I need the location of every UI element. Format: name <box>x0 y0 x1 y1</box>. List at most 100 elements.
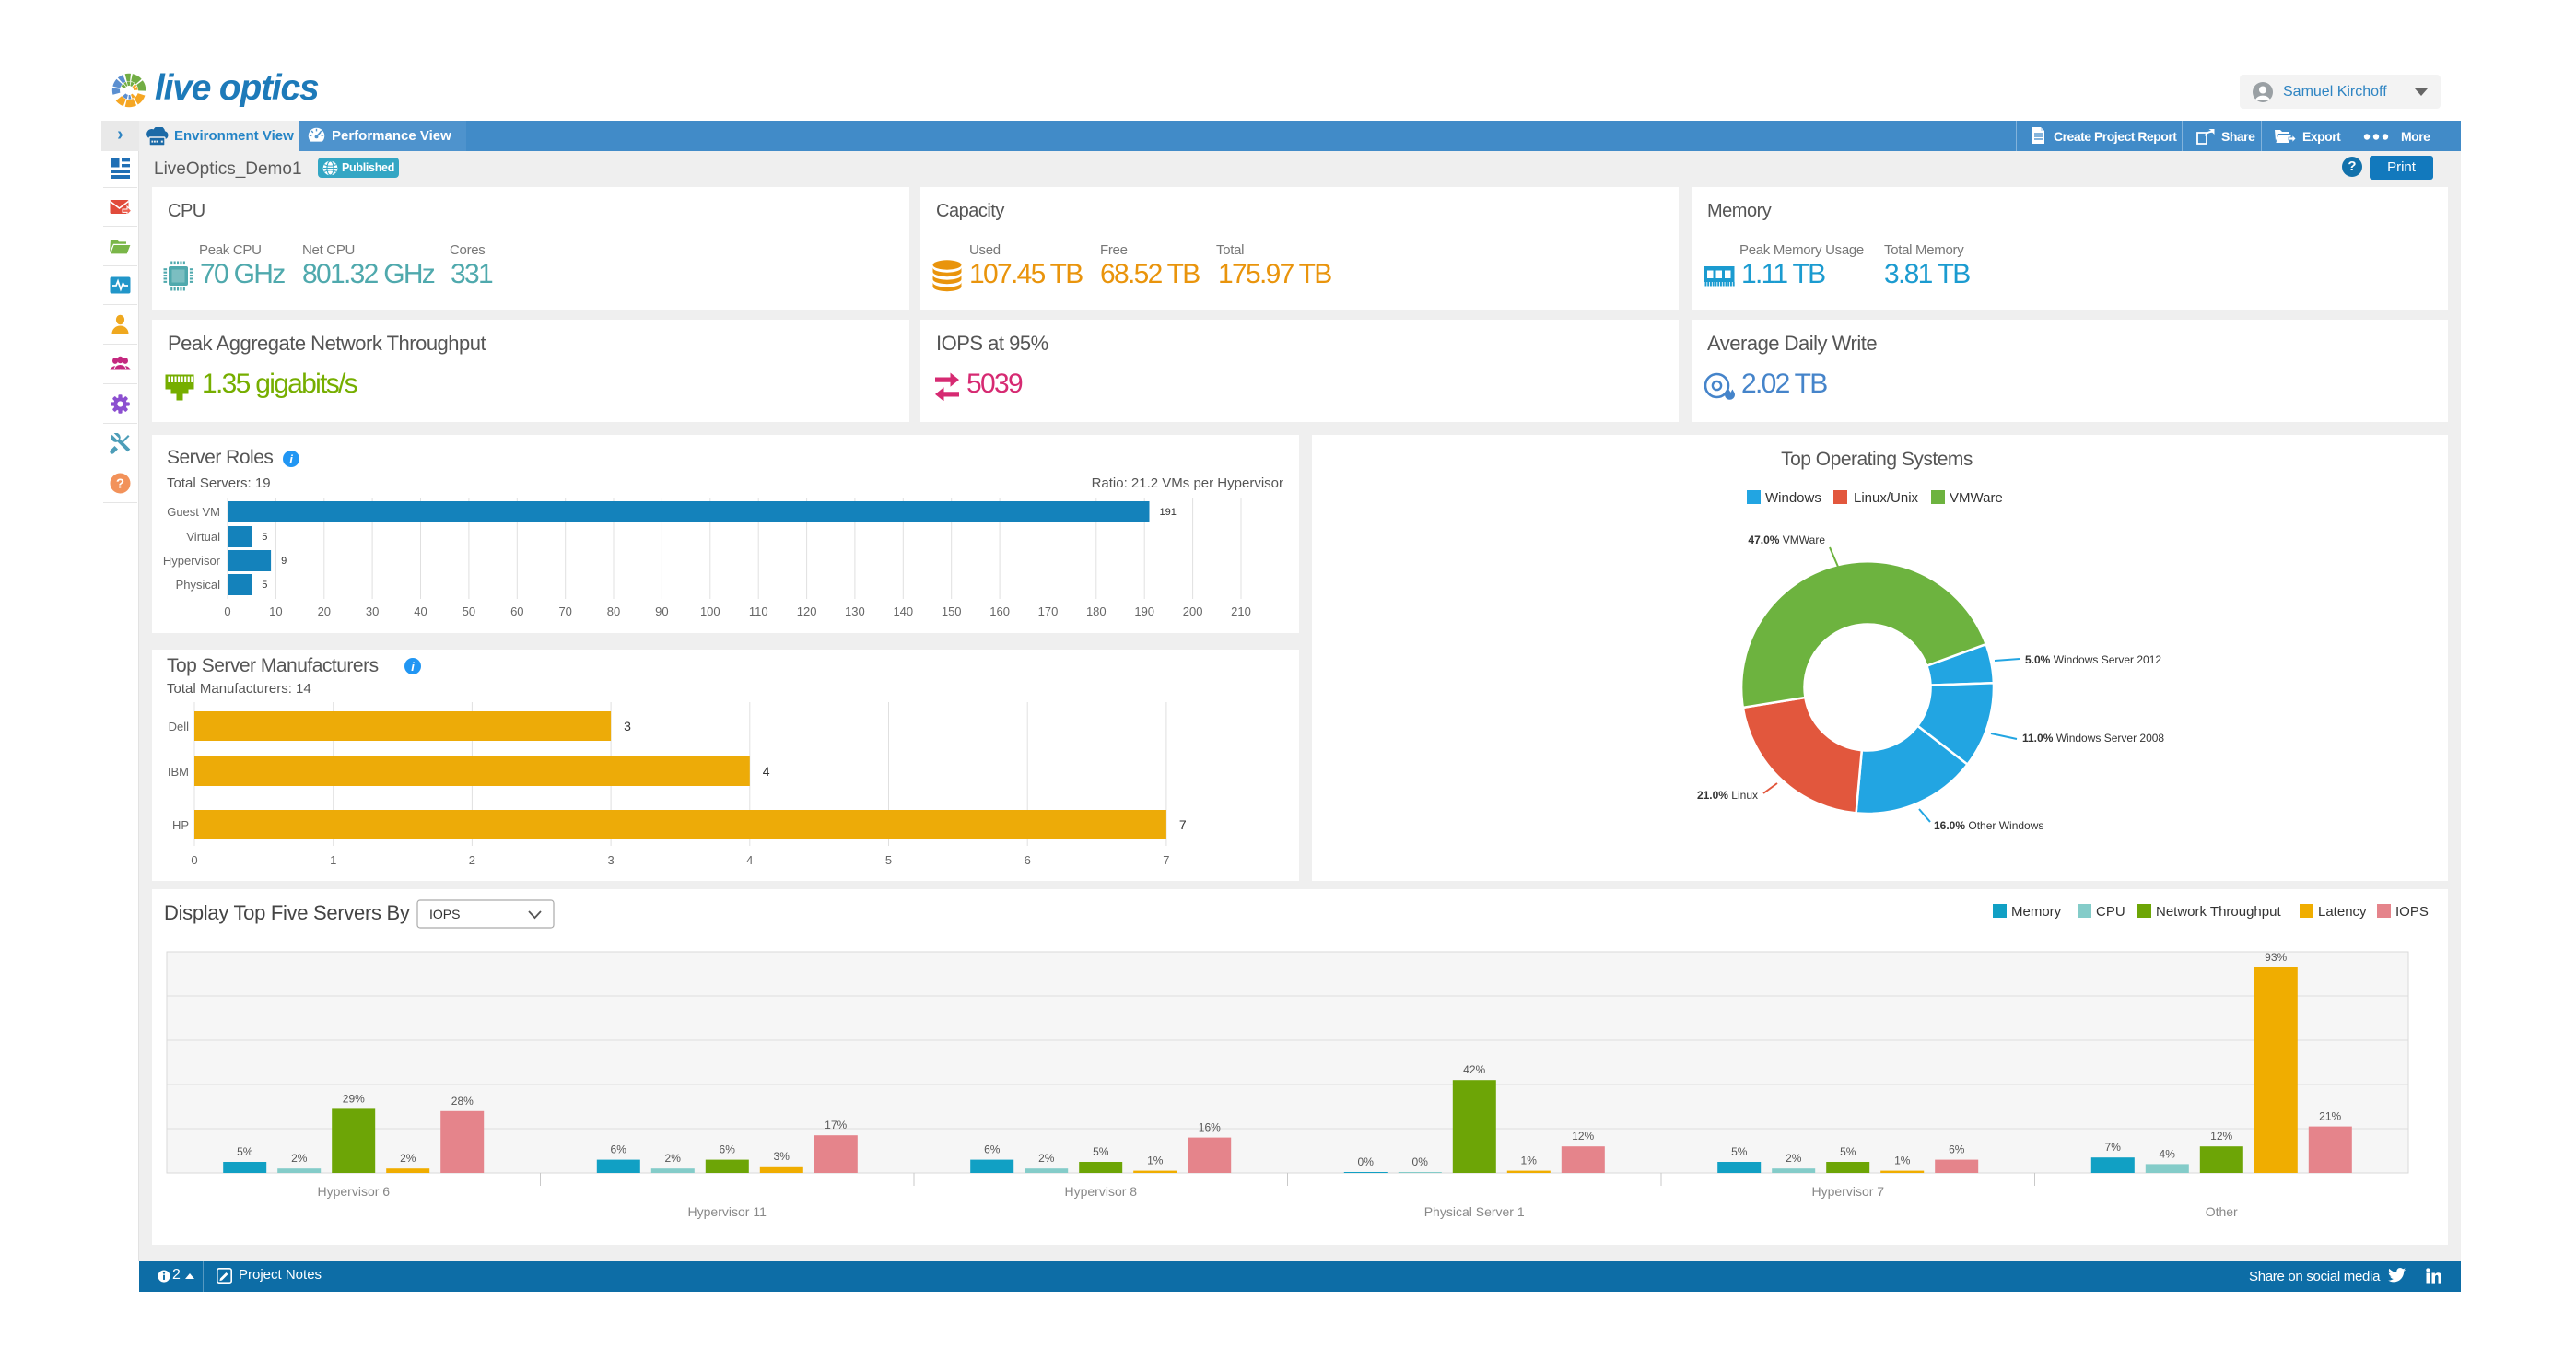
svg-text:4: 4 <box>763 764 770 779</box>
svg-text:191: 191 <box>1160 507 1177 518</box>
svg-text:120: 120 <box>797 604 817 618</box>
svg-text:7: 7 <box>1179 817 1187 832</box>
svg-text:10: 10 <box>269 604 282 618</box>
svg-text:70: 70 <box>558 604 571 618</box>
svg-text:Hypervisor 7: Hypervisor 7 <box>1812 1184 1885 1199</box>
svg-text:1%: 1% <box>1147 1155 1164 1167</box>
svg-text:2%: 2% <box>291 1152 308 1165</box>
svg-text:2%: 2% <box>1786 1152 1802 1165</box>
svg-text:Other: Other <box>2206 1204 2238 1219</box>
svg-text:Memory: Memory <box>2011 904 2062 920</box>
svg-text:5: 5 <box>262 532 267 543</box>
svg-text:100: 100 <box>700 604 720 618</box>
svg-text:3: 3 <box>624 719 631 733</box>
svg-text:Virtual: Virtual <box>186 530 220 544</box>
svg-text:42%: 42% <box>1463 1063 1485 1076</box>
svg-text:Latency: Latency <box>2318 904 2367 920</box>
svg-text:Linux/Unix: Linux/Unix <box>1854 490 1919 506</box>
svg-text:5%: 5% <box>1093 1145 1109 1158</box>
svg-text:110: 110 <box>749 604 768 618</box>
svg-text:1: 1 <box>330 853 336 867</box>
svg-text:0%: 0% <box>1358 1155 1375 1168</box>
svg-text:17%: 17% <box>825 1119 847 1132</box>
svg-text:93%: 93% <box>2265 951 2287 964</box>
svg-text:0: 0 <box>224 604 230 618</box>
svg-text:16.0% Other Windows: 16.0% Other Windows <box>1934 819 2043 832</box>
svg-text:2%: 2% <box>665 1152 682 1165</box>
svg-text:11.0% Windows Server 2008: 11.0% Windows Server 2008 <box>2022 732 2164 745</box>
svg-text:140: 140 <box>893 604 913 618</box>
svg-text:200: 200 <box>1183 604 1203 618</box>
svg-text:4: 4 <box>746 853 753 867</box>
svg-text:6: 6 <box>1025 853 1031 867</box>
svg-text:5.0% Windows Server 2012: 5.0% Windows Server 2012 <box>2025 653 2161 666</box>
svg-text:i: i <box>411 660 415 674</box>
svg-text:80: 80 <box>607 604 620 618</box>
svg-text:Total Manufacturers: 14: Total Manufacturers: 14 <box>167 681 311 697</box>
svg-text:2%: 2% <box>1038 1152 1055 1165</box>
svg-text:Total Servers: 19: Total Servers: 19 <box>167 475 271 491</box>
svg-text:5%: 5% <box>1731 1145 1748 1158</box>
svg-text:9: 9 <box>281 556 287 567</box>
svg-text:5: 5 <box>885 853 892 867</box>
svg-text:160: 160 <box>989 604 1010 618</box>
svg-text:7%: 7% <box>2105 1141 2122 1154</box>
svg-text:6%: 6% <box>720 1143 736 1156</box>
svg-text:Dell: Dell <box>169 720 190 733</box>
svg-text:5%: 5% <box>1840 1145 1856 1158</box>
svg-text:Network Throughput: Network Throughput <box>2156 904 2281 920</box>
svg-text:12%: 12% <box>2210 1130 2232 1143</box>
svg-text:HP: HP <box>172 818 189 832</box>
svg-text:50: 50 <box>463 604 475 618</box>
svg-text:?: ? <box>116 476 124 492</box>
svg-text:Display Top Five Servers By: Display Top Five Servers By <box>164 901 410 924</box>
svg-text:Hypervisor 8: Hypervisor 8 <box>1065 1184 1138 1199</box>
svg-text:Guest VM: Guest VM <box>167 505 220 519</box>
svg-text:1%: 1% <box>1521 1155 1538 1167</box>
svg-text:3%: 3% <box>774 1150 790 1163</box>
svg-text:180: 180 <box>1086 604 1107 618</box>
svg-text:6%: 6% <box>1949 1143 1965 1156</box>
svg-text:2: 2 <box>469 853 475 867</box>
svg-text:6%: 6% <box>984 1143 1001 1156</box>
svg-text:Top Server Manufacturers: Top Server Manufacturers <box>167 655 379 676</box>
svg-text:5: 5 <box>262 580 267 591</box>
svg-text:0: 0 <box>191 853 197 867</box>
svg-text:6%: 6% <box>611 1143 627 1156</box>
svg-text:3: 3 <box>607 853 614 867</box>
svg-text:30: 30 <box>366 604 379 618</box>
svg-text:Top Operating Systems: Top Operating Systems <box>1781 449 1973 470</box>
svg-text:Windows: Windows <box>1765 490 1821 506</box>
svg-text:i: i <box>289 452 293 466</box>
svg-text:28%: 28% <box>451 1095 474 1108</box>
svg-text:21%: 21% <box>2319 1110 2341 1123</box>
svg-text:IOPS: IOPS <box>429 907 460 921</box>
svg-text:CPU: CPU <box>2096 904 2125 920</box>
svg-text:20: 20 <box>318 604 331 618</box>
svg-text:21.0% Linux: 21.0% Linux <box>1697 789 1758 802</box>
svg-text:40: 40 <box>414 604 427 618</box>
svg-text:Hypervisor 11: Hypervisor 11 <box>688 1204 767 1219</box>
svg-text:IBM: IBM <box>168 765 189 779</box>
svg-text:90: 90 <box>655 604 668 618</box>
svg-text:12%: 12% <box>1572 1130 1594 1143</box>
svg-text:5%: 5% <box>237 1145 253 1158</box>
svg-text:IOPS: IOPS <box>2395 904 2429 920</box>
svg-text:Hypervisor 6: Hypervisor 6 <box>318 1184 391 1199</box>
svg-text:4%: 4% <box>2160 1147 2176 1160</box>
svg-text:Physical: Physical <box>176 578 221 592</box>
svg-text:2%: 2% <box>400 1152 416 1165</box>
svg-text:Server Roles: Server Roles <box>167 447 273 468</box>
svg-text:150: 150 <box>942 604 962 618</box>
svg-text:1%: 1% <box>1894 1155 1911 1167</box>
svg-text:0%: 0% <box>1412 1155 1429 1168</box>
svg-text:Ratio: 21.2 VMs per Hypervisor: Ratio: 21.2 VMs per Hypervisor <box>1092 475 1283 491</box>
svg-text:130: 130 <box>845 604 865 618</box>
svg-text:Physical Server 1: Physical Server 1 <box>1424 1204 1525 1219</box>
svg-text:16%: 16% <box>1199 1121 1221 1134</box>
svg-text:170: 170 <box>1038 604 1059 618</box>
svg-text:47.0% VMWare: 47.0% VMWare <box>1748 534 1825 546</box>
svg-text:Hypervisor: Hypervisor <box>163 554 221 568</box>
svg-text:190: 190 <box>1134 604 1154 618</box>
svg-text:29%: 29% <box>343 1092 365 1105</box>
